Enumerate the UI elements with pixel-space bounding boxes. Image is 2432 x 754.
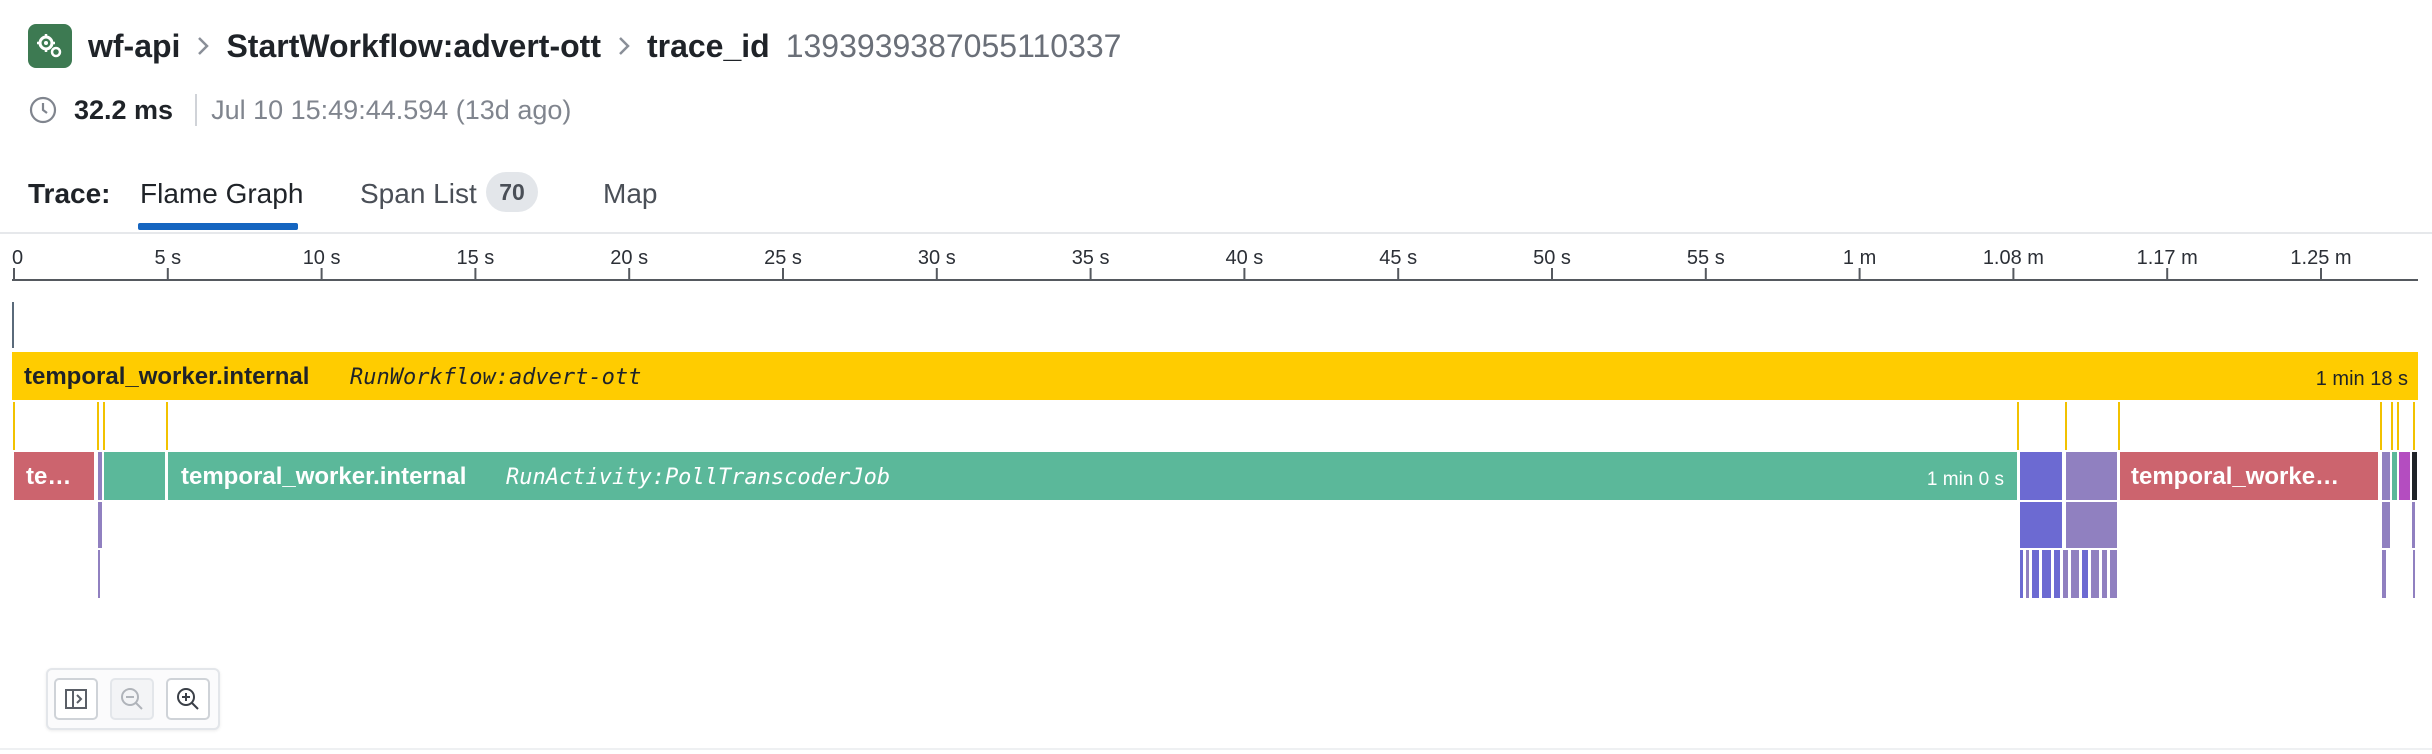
toggle-panel-icon: [64, 688, 88, 710]
axis-tick-label: 10 s: [303, 247, 341, 269]
axis-tick-label: 50 s: [1533, 247, 1571, 269]
axis-tick-label: 0: [12, 247, 23, 269]
child-span-1[interactable]: te…: [14, 452, 94, 500]
tab-map[interactable]: Map: [603, 178, 658, 209]
activity-span-duration: 1 min 0 s: [1927, 469, 2004, 490]
axis-tick-label: 25 s: [764, 247, 802, 269]
divider: [0, 748, 2432, 750]
root-span-marker: [12, 302, 14, 348]
axis-tick-label: 5 s: [154, 247, 181, 269]
service-name[interactable]: wf-api: [88, 27, 181, 64]
zoom-in-button[interactable]: [166, 678, 210, 720]
child-span-3[interactable]: temporal_worke…: [2120, 452, 2378, 500]
root-span-resource: RunWorkflow:advert-ott: [350, 365, 641, 390]
breadcrumb: wf-api StartWorkflow:advert-ott trace_id…: [28, 24, 1121, 68]
toggle-panel-button[interactable]: [54, 678, 98, 720]
small-span[interactable]: [2066, 452, 2117, 500]
tab-span-list[interactable]: Span List: [360, 178, 477, 209]
small-span[interactable]: [2020, 452, 2062, 500]
flame-graph-toolbar: [46, 668, 220, 730]
axis-tick-label: 20 s: [610, 247, 648, 269]
gears-icon: [28, 24, 72, 68]
axis-tick-label: 1.17 m: [2137, 247, 2198, 269]
active-tab-indicator: [138, 223, 298, 230]
zoom-in-icon: [175, 686, 201, 712]
child-span-3-label: temporal_worke…: [2131, 463, 2339, 490]
child-span-1-label: te…: [26, 463, 71, 490]
span-row-3: [98, 550, 2415, 598]
trace-meta: 32.2 ms Jul 10 15:49:44.594 (13d ago): [28, 92, 571, 128]
small-span[interactable]: [2382, 452, 2390, 500]
axis-tick-label: 35 s: [1072, 247, 1110, 269]
axis-tick-label: 55 s: [1687, 247, 1725, 269]
operation-name[interactable]: StartWorkflow:advert-ott: [226, 27, 601, 64]
chevron-right-icon: [196, 35, 210, 57]
zoom-out-icon: [119, 686, 145, 712]
span-count-badge: 70: [486, 172, 538, 212]
trace-id-label: trace_id: [646, 27, 770, 64]
axis-tick-label: 30 s: [918, 247, 956, 269]
clock-icon: [28, 95, 58, 125]
small-span[interactable]: [2399, 452, 2410, 500]
zoom-out-button[interactable]: [110, 678, 154, 720]
chevron-right-icon: [617, 35, 631, 57]
root-span-service: temporal_worker.internal: [24, 363, 309, 390]
span-row-2: [98, 502, 2415, 548]
trace-duration: 32.2 ms: [74, 94, 174, 125]
root-span-duration: 1 min 18 s: [2316, 368, 2408, 390]
span-connectors: [13, 402, 2415, 450]
axis-tick-label: 45 s: [1379, 247, 1417, 269]
flame-graph[interactable]: 0 5 s 10 s 15 s 20 s 25 s 30 s 35 s 40 s 45 s 50 s…: [0, 232, 2432, 652]
child-span-activity[interactable]: temporal_worker.internal RunActivity:Pol…: [168, 452, 2017, 500]
tabs-label: Trace:: [28, 178, 111, 209]
axis-tick-label: 15 s: [456, 247, 494, 269]
trace-id-value[interactable]: 1393939387055110337: [785, 27, 1122, 64]
activity-span-service: temporal_worker.internal: [181, 463, 466, 490]
trace-timestamp: Jul 10 15:49:44.594 (13d ago): [211, 94, 572, 125]
small-span[interactable]: [104, 452, 165, 500]
small-span[interactable]: [2412, 452, 2417, 500]
trace-tabs: Trace: Flame Graph Span List 70 Map: [0, 170, 2432, 234]
axis-tick-label: 1.25 m: [2290, 247, 2351, 269]
tab-flame-graph[interactable]: Flame Graph: [140, 178, 304, 209]
axis-tick-label: 1.08 m: [1983, 247, 2044, 269]
divider: [195, 94, 198, 126]
axis-tick-label: 1 m: [1843, 247, 1876, 269]
activity-span-resource: RunActivity:PollTranscoderJob: [506, 465, 890, 490]
root-span[interactable]: temporal_worker.internal RunWorkflow:adv…: [12, 352, 2418, 400]
axis-tick-label: 40 s: [1225, 247, 1263, 269]
small-span[interactable]: [2392, 452, 2397, 500]
time-axis: 0 5 s 10 s 15 s 20 s 25 s 30 s 35 s 40 s 45 s 50 s…: [12, 247, 2418, 281]
span-row-1: te… temporal_worker.internal RunActivity…: [14, 452, 2417, 500]
small-span[interactable]: [98, 452, 102, 500]
